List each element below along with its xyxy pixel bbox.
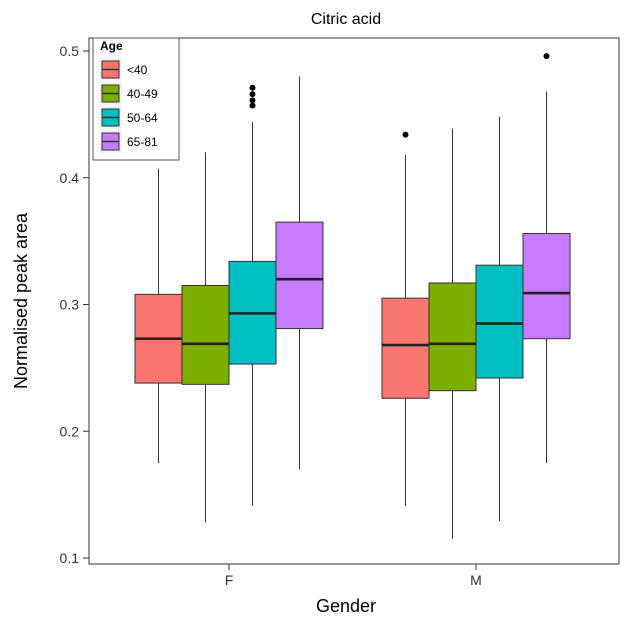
outlier-point — [543, 53, 550, 60]
legend-label: 65-81 — [127, 135, 158, 149]
y-tick-label: 0.1 — [60, 550, 80, 566]
y-axis: 0.1 0.2 0.3 0.4 0.5 — [60, 43, 89, 566]
y-axis-title: Normalised peak area — [11, 212, 31, 389]
x-tick-label: M — [470, 572, 482, 588]
outlier-point — [249, 102, 256, 109]
outlier-point — [402, 131, 409, 138]
box-m-1 — [428, 282, 477, 392]
y-tick-label: 0.2 — [60, 423, 80, 439]
chart-title: Citric acid — [311, 11, 381, 28]
box-m-0 — [381, 297, 430, 399]
y-tick-label: 0.5 — [60, 43, 80, 59]
legend-label: 40-49 — [127, 87, 158, 101]
legend: Age <40 40-49 50-64 65-81 — [92, 37, 180, 161]
outlier-point — [249, 97, 256, 104]
x-tick-label: F — [225, 572, 234, 588]
box-m-2 — [475, 264, 524, 379]
y-tick-label: 0.3 — [60, 297, 80, 313]
x-axis-title: Gender — [316, 596, 376, 616]
box-m-3 — [522, 233, 571, 340]
box-f-1 — [181, 284, 230, 385]
legend-label: <40 — [127, 63, 148, 77]
outlier-point — [249, 91, 256, 98]
y-tick-label: 0.4 — [60, 170, 80, 186]
outlier-point — [249, 84, 256, 91]
legend-title: Age — [100, 39, 123, 53]
box-series — [134, 53, 571, 539]
legend-label: 50-64 — [127, 111, 158, 125]
box-f-3 — [275, 221, 324, 330]
